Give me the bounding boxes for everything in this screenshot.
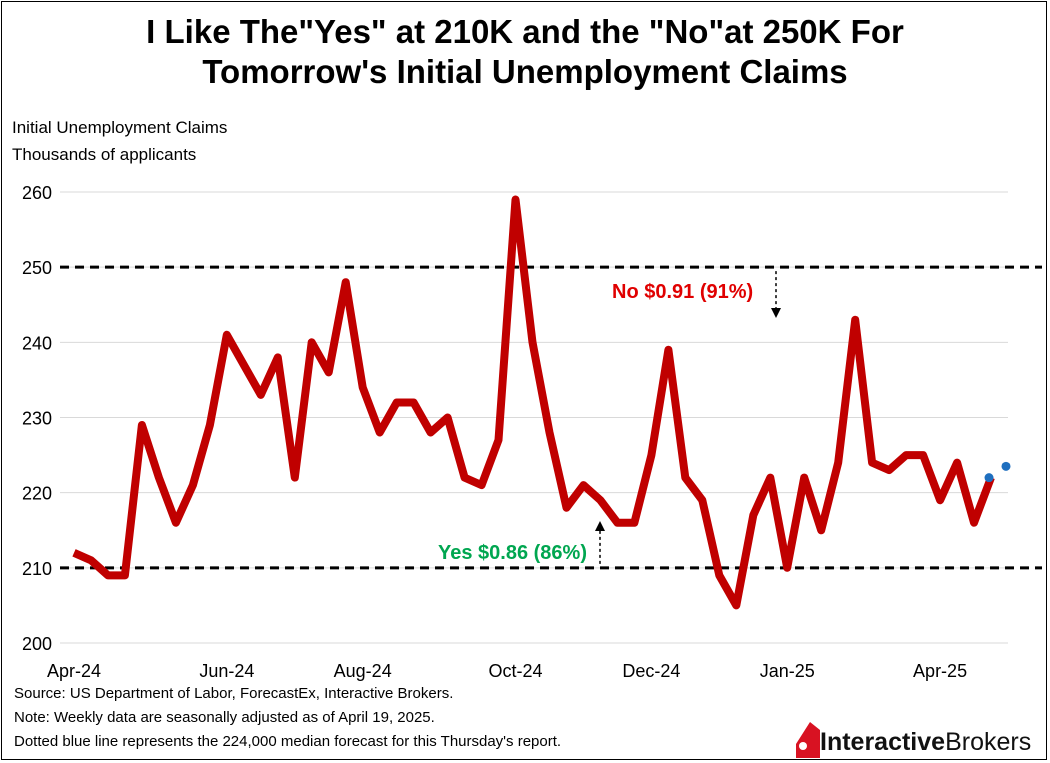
y-tick-label-210: 210 (22, 559, 52, 579)
series-line-claims (72, 195, 995, 610)
annotation-yes: Yes $0.86 (86%) (438, 542, 587, 564)
y-tick-label-220: 220 (22, 484, 52, 504)
source-note: Source: US Department of Labor, Forecast… (14, 685, 454, 702)
y-tick-label-260: 260 (22, 183, 52, 203)
x-tick-label-apr-25: Apr-25 (913, 661, 967, 681)
forecast-point-0 (984, 473, 994, 483)
y-axis-label-line-2: Thousands of applicants (12, 145, 197, 164)
y-tick-label-230: 230 (22, 409, 52, 429)
y-tick-label-240: 240 (22, 333, 52, 353)
y-tick-label-250: 250 (22, 258, 52, 278)
annotation-yes-arrowhead (595, 521, 605, 531)
title-line-2: Tomorrow's Initial Unemployment Claims (202, 53, 848, 90)
y-axis-label-line-1: Initial Unemployment Claims (12, 118, 228, 137)
x-tick-label-dec-24: Dec-24 (622, 661, 680, 681)
x-tick-label-jun-24: Jun-24 (199, 661, 254, 681)
x-tick-label-jan-25: Jan-25 (760, 661, 815, 681)
data-note: Note: Weekly data are seasonally adjuste… (14, 709, 435, 726)
annotation-no-arrowhead (771, 308, 781, 318)
x-tick-label-aug-24: Aug-24 (334, 661, 392, 681)
forecast-note: Dotted blue line represents the 224,000 … (14, 733, 562, 750)
title-line-1: I Like The"Yes" at 210K and the "No"at 2… (146, 13, 904, 50)
annotation-no: No $0.91 (91%) (612, 281, 753, 303)
x-tick-label-apr-24: Apr-24 (47, 661, 101, 681)
logo-text-bold: Interactive (820, 728, 946, 756)
interactive-brokers-logo-icon (796, 722, 820, 758)
y-tick-label-200: 200 (22, 634, 52, 654)
interactive-brokers-logo-text: InteractiveBrokers (820, 728, 1031, 757)
x-tick-label-oct-24: Oct-24 (489, 661, 543, 681)
forecast-point-1 (1001, 461, 1011, 471)
logo-text-normal: Brokers (945, 728, 1032, 756)
chart-title: I Like The"Yes" at 210K and the "No"at 2… (0, 12, 1050, 92)
